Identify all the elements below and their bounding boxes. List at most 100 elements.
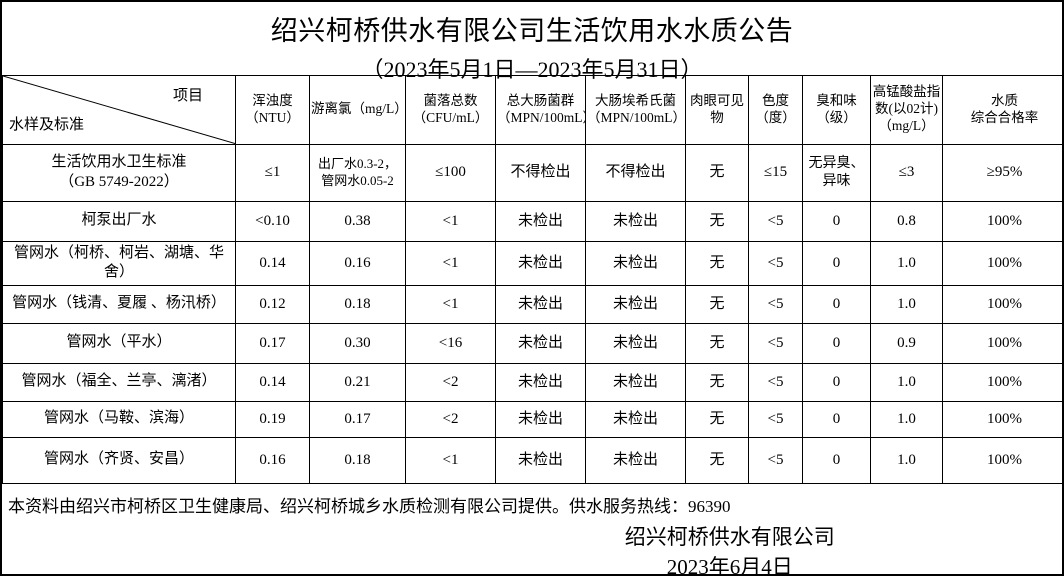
cell-permanganate-index: 1.0 [870,284,943,324]
cell-visible-matter: 无 [685,240,749,286]
cell-visible-matter: 无 [685,322,749,364]
cell-colony-count: <2 [405,362,496,402]
cell-free-chlorine: 0.17 [309,400,406,438]
corner-label-item: 项目 [172,88,203,104]
cell-odor-taste: 0 [802,322,871,364]
cell-free-chlorine: 0.21 [309,362,406,402]
cell-ecoli: 未检出 [585,400,686,438]
cell-odor-taste: 0 [802,400,871,438]
corner-label-sample-standard: 水样及标准 [9,116,85,133]
cell-chroma: <5 [748,284,803,324]
cell-chroma: <5 [748,436,803,484]
cell-turbidity: 0.12 [235,284,310,324]
cell-turbidity: 0.14 [235,362,310,402]
signature-block: 绍兴柯桥供水有限公司 2023年6月4日 [437,522,1023,575]
cell-permanganate-index: 1.0 [870,362,943,402]
cell-free-chlorine: 0.16 [309,240,406,286]
row-label: 生活饮用水卫生标准 （GB 5749-2022） [2,143,236,202]
cell-visible-matter: 无 [685,362,749,402]
company-name: 绍兴柯桥供水有限公司 [624,524,835,549]
cell-pass-rate: 100% [942,284,1062,324]
table-row: 管网水（齐贤、安昌） 0.16 0.18 <1 未检出 未检出无 <5 0 1.0 100% [2,436,1062,484]
cell-colony-count: ≤100 [405,143,496,202]
col-header-total-coliform: 总大肠菌群 （MPN/100mL） [495,75,586,145]
col-header-visible-matter: 肉眼可见物 [685,75,749,145]
col-header-pass-rate: 水质 综合合格率 [942,75,1062,145]
cell-turbidity: 0.16 [235,436,310,484]
cell-odor-taste: 无异臭、 异味 [802,143,871,202]
cell-permanganate-index: 0.9 [870,322,943,364]
cell-pass-rate: 100% [942,200,1062,242]
table-row: 管网水（马鞍、滨海） 0.19 0.17 <2 未检出 未检出无 <5 0 1.0 100% [2,400,1062,438]
cell-visible-matter: 无 [685,436,749,484]
table-row: 管网水（平水） 0.17 0.30 <16 未检出 未检出无 <5 0 0.9 100% [2,322,1062,364]
cell-ecoli: 未检出 [585,200,686,242]
cell-total-coliform: 未检出 [495,362,586,402]
row-label: 管网水（马鞍、滨海） [2,400,236,438]
cell-free-chlorine: 0.38 [309,200,406,242]
cell-permanganate-index: 1.0 [870,400,943,438]
table-row: 管网水（柯桥、柯岩、湖塘、华舍） 0.14 0.16 <1 未检出 未检出无 <5 0 1.0 1… [2,240,1062,286]
header-row: 水样及标准 项目 浑浊度 （NTU） 游离氯（mg/L） 菌落总数 （CFU/m… [2,75,1062,145]
cell-ecoli: 未检出 [585,362,686,402]
cell-permanganate-index: ≤3 [870,143,943,202]
row-label: 管网水（福全、兰亭、漓渚） [2,362,236,402]
cell-total-coliform: 未检出 [495,400,586,438]
water-quality-table: 水样及标准 项目 浑浊度 （NTU） 游离氯（mg/L） 菌落总数 （CFU/m… [2,75,1062,484]
cell-ecoli: 不得检出 [585,143,686,202]
cell-turbidity: 0.14 [235,240,310,286]
footer-block: 本资料由绍兴市柯桥区卫生健康局、绍兴柯桥城乡水质检测有限公司提供。供水服务热线：… [2,484,1062,575]
page-subtitle: （2023年5月1日—2023年5月31日） [361,57,703,82]
cell-visible-matter: 无 [685,400,749,438]
cell-colony-count: <1 [405,240,496,286]
cell-free-chlorine: 0.18 [309,436,406,484]
cell-total-coliform: 不得检出 [495,143,586,202]
cell-turbidity: <0.10 [235,200,310,242]
cell-turbidity: 0.19 [235,400,310,438]
cell-permanganate-index: 1.0 [870,436,943,484]
cell-chroma: <5 [748,362,803,402]
row-label: 管网水（平水） [2,322,236,364]
cell-chroma: <5 [748,322,803,364]
table-row: 柯泵出厂水 <0.10 0.38 <1 未检出 未检出无 <5 0 0.8 100% [2,200,1062,242]
table-row: 管网水（钱清、夏履 、杨汛桥） 0.12 0.18 <1 未检出 未检出无 <5 0 1.0 10… [2,284,1062,324]
cell-pass-rate: 100% [942,322,1062,364]
cell-ecoli: 未检出 [585,284,686,324]
row-label: 管网水（钱清、夏履 、杨汛桥） [2,284,236,324]
cell-free-chlorine: 0.30 [309,322,406,364]
cell-ecoli: 未检出 [585,436,686,484]
cell-ecoli: 未检出 [585,240,686,286]
cell-odor-taste: 0 [802,200,871,242]
row-label: 柯泵出厂水 [2,200,236,242]
cell-turbidity: 0.17 [235,322,310,364]
cell-pass-rate: 100% [942,400,1062,438]
col-header-chroma: 色度 （度） [748,75,803,145]
title-block: 绍兴柯桥供水有限公司生活饮用水水质公告 （2023年5月1日—2023年5月31… [2,2,1062,82]
cell-total-coliform: 未检出 [495,284,586,324]
cell-ecoli: 未检出 [585,322,686,364]
col-header-odor-taste: 臭和味 （级） [802,75,871,145]
cell-colony-count: <16 [405,322,496,364]
row-label: 管网水（柯桥、柯岩、湖塘、华舍） [2,240,236,286]
cell-pass-rate: 100% [942,240,1062,286]
cell-colony-count: <1 [405,200,496,242]
cell-chroma: <5 [748,400,803,438]
cell-colony-count: <2 [405,400,496,438]
cell-visible-matter: 无 [685,143,749,202]
cell-colony-count: <1 [405,436,496,484]
cell-pass-rate: ≥95% [942,143,1062,202]
cell-odor-taste: 0 [802,284,871,324]
cell-total-coliform: 未检出 [495,200,586,242]
col-header-colony-count: 菌落总数 （CFU/mL） [405,75,496,145]
col-header-free-chlorine: 游离氯（mg/L） [309,75,406,145]
cell-chroma: <5 [748,240,803,286]
page-title: 绍兴柯桥供水有限公司生活饮用水水质公告 [270,16,794,46]
cell-turbidity: ≤1 [235,143,310,202]
cell-free-chlorine: 出厂水0.3-2， 管网水0.05-2 [309,143,406,202]
cell-total-coliform: 未检出 [495,322,586,364]
diagonal-divider-icon [3,76,235,144]
cell-odor-taste: 0 [802,240,871,286]
cell-total-coliform: 未检出 [495,436,586,484]
footer-note: 本资料由绍兴市柯桥区卫生健康局、绍兴柯桥城乡水质检测有限公司提供。供水服务热线：… [8,496,731,516]
